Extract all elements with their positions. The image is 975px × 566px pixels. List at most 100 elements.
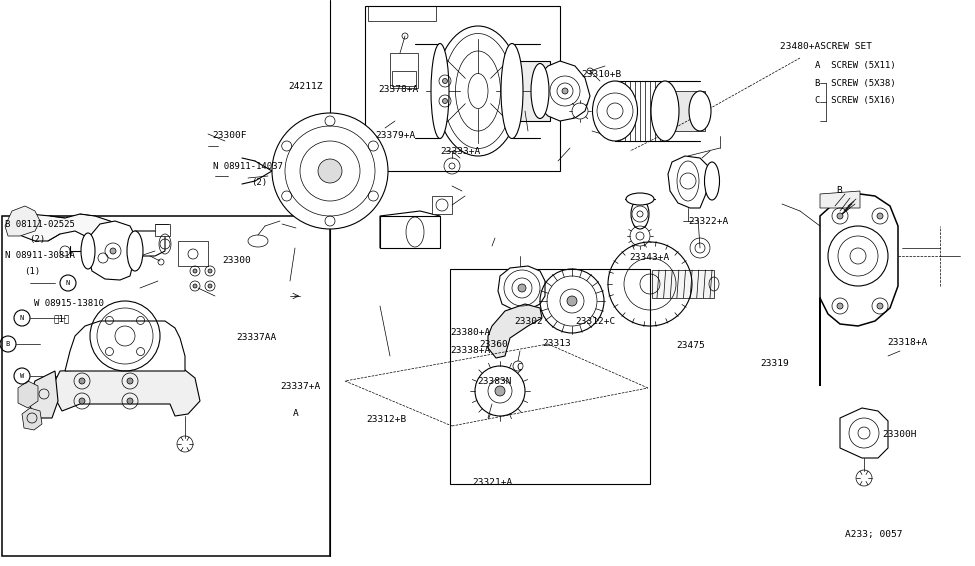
Text: N 08911-3081A: N 08911-3081A [5,251,75,260]
Polygon shape [498,266,545,310]
Polygon shape [55,366,200,416]
Circle shape [495,386,505,396]
Polygon shape [380,211,440,248]
Circle shape [837,303,843,309]
Ellipse shape [631,199,649,229]
Text: 23302: 23302 [515,317,543,326]
Circle shape [318,159,342,183]
Circle shape [79,398,85,404]
Polygon shape [28,371,58,418]
Polygon shape [820,191,860,208]
Text: 23480+ASCREW SET: 23480+ASCREW SET [780,42,872,51]
Text: （1）: （1） [54,314,70,323]
Ellipse shape [127,231,143,271]
Circle shape [443,98,448,104]
Ellipse shape [651,81,679,141]
Bar [390,53,418,88]
Circle shape [567,296,577,306]
Text: A233; 0057: A233; 0057 [845,530,903,539]
Bar [2,216,330,556]
Circle shape [518,284,526,292]
Polygon shape [135,231,165,256]
Circle shape [837,213,843,219]
Text: N 08911-14037: N 08911-14037 [213,162,283,171]
Text: 23383N: 23383N [478,377,512,386]
Text: 23378+A: 23378+A [378,85,418,94]
Text: (2): (2) [29,235,46,245]
Text: 23379+A: 23379+A [375,131,415,140]
Circle shape [877,303,883,309]
Text: (2): (2) [252,178,268,187]
Bar [392,71,416,86]
Bar [450,269,650,484]
Circle shape [877,213,883,219]
Ellipse shape [431,44,449,139]
Ellipse shape [436,26,521,156]
Polygon shape [88,221,135,280]
Polygon shape [22,408,42,430]
Ellipse shape [705,162,720,200]
Circle shape [562,88,568,94]
Polygon shape [820,194,898,386]
Bar [665,91,705,131]
Polygon shape [668,156,710,208]
Text: 23343+A: 23343+A [629,253,669,262]
Text: (1): (1) [24,267,41,276]
Text: 23318+A: 23318+A [887,338,927,347]
Text: 23321+A: 23321+A [472,478,512,487]
Text: C: C [517,363,523,372]
Circle shape [443,79,448,84]
Text: 23300F: 23300F [213,131,247,140]
Bar [510,61,550,121]
Text: W 08915-13810: W 08915-13810 [34,299,104,308]
Text: 23380+A: 23380+A [450,328,490,337]
Polygon shape [488,304,542,358]
Text: A  SCREW (5X11): A SCREW (5X11) [815,61,896,70]
Bar [380,216,440,248]
Text: 23322+A: 23322+A [688,217,728,226]
Ellipse shape [593,81,638,141]
Ellipse shape [81,233,95,269]
Circle shape [193,284,197,288]
Polygon shape [540,61,590,121]
Ellipse shape [626,193,654,205]
Text: 24211Z: 24211Z [289,82,323,91]
Bar [365,6,560,171]
Text: 23312+B: 23312+B [367,415,407,424]
Circle shape [193,269,197,273]
Text: 23333+A: 23333+A [441,147,481,156]
Text: 23338+A: 23338+A [450,346,490,355]
Text: 23312+C: 23312+C [575,317,615,326]
Circle shape [127,398,133,404]
Text: 23300H: 23300H [882,430,916,439]
Bar [155,224,170,236]
Text: 23360: 23360 [480,340,508,349]
Text: 23313: 23313 [542,339,570,348]
Text: 23337AA: 23337AA [236,333,276,342]
Text: 23310+B: 23310+B [581,70,621,79]
Circle shape [127,378,133,384]
Circle shape [208,284,212,288]
Circle shape [208,269,212,273]
Ellipse shape [689,91,711,131]
Bar [432,196,452,214]
Text: C  SCREW (5X16): C SCREW (5X16) [815,96,896,105]
Text: B 08111-02525: B 08111-02525 [5,220,75,229]
Polygon shape [18,381,38,408]
Text: 23300: 23300 [222,256,251,265]
Text: 23475: 23475 [677,341,705,350]
Text: N: N [66,280,70,286]
Circle shape [79,378,85,384]
Ellipse shape [501,44,523,139]
Ellipse shape [468,74,488,109]
Polygon shape [840,408,888,458]
Circle shape [272,113,388,229]
Text: N: N [20,315,24,321]
Text: B: B [837,186,842,195]
Circle shape [110,248,116,254]
Text: 23319: 23319 [760,359,789,368]
Bar [178,241,208,266]
Bar [652,270,714,298]
Polygon shape [8,214,125,246]
Polygon shape [65,321,185,371]
